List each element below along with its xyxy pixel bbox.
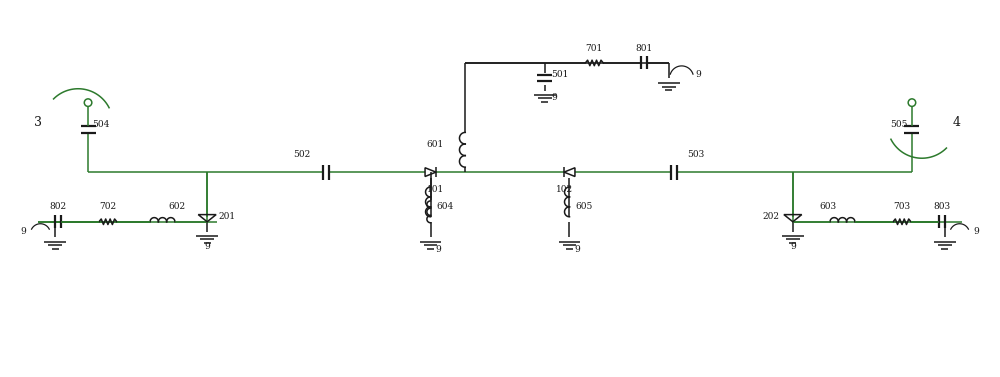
- Text: 9: 9: [790, 242, 796, 251]
- Text: 4: 4: [953, 116, 961, 129]
- Text: 101: 101: [427, 185, 444, 195]
- Text: 701: 701: [586, 43, 603, 52]
- Text: 801: 801: [635, 43, 653, 52]
- Text: 3: 3: [34, 116, 42, 129]
- Text: 502: 502: [293, 150, 310, 159]
- Text: 9: 9: [696, 70, 701, 79]
- Text: 9: 9: [552, 93, 557, 102]
- Text: 604: 604: [437, 202, 454, 211]
- Text: 505: 505: [890, 120, 908, 129]
- Text: 703: 703: [893, 202, 911, 211]
- Text: 202: 202: [762, 212, 779, 221]
- Text: 102: 102: [556, 185, 573, 195]
- Text: 9: 9: [974, 227, 979, 236]
- Text: 603: 603: [819, 202, 836, 211]
- Text: 9: 9: [575, 245, 580, 254]
- Text: 702: 702: [99, 202, 116, 211]
- Text: 9: 9: [21, 227, 26, 236]
- Text: 504: 504: [92, 120, 110, 129]
- Text: 201: 201: [218, 212, 236, 221]
- Text: 605: 605: [576, 202, 593, 211]
- Text: 9: 9: [204, 242, 210, 251]
- Text: 602: 602: [169, 202, 186, 211]
- Text: 803: 803: [933, 202, 950, 211]
- Text: 501: 501: [551, 70, 568, 79]
- Text: 9: 9: [436, 245, 441, 254]
- Text: 503: 503: [687, 150, 704, 159]
- Text: 802: 802: [50, 202, 67, 211]
- Text: 601: 601: [427, 140, 444, 149]
